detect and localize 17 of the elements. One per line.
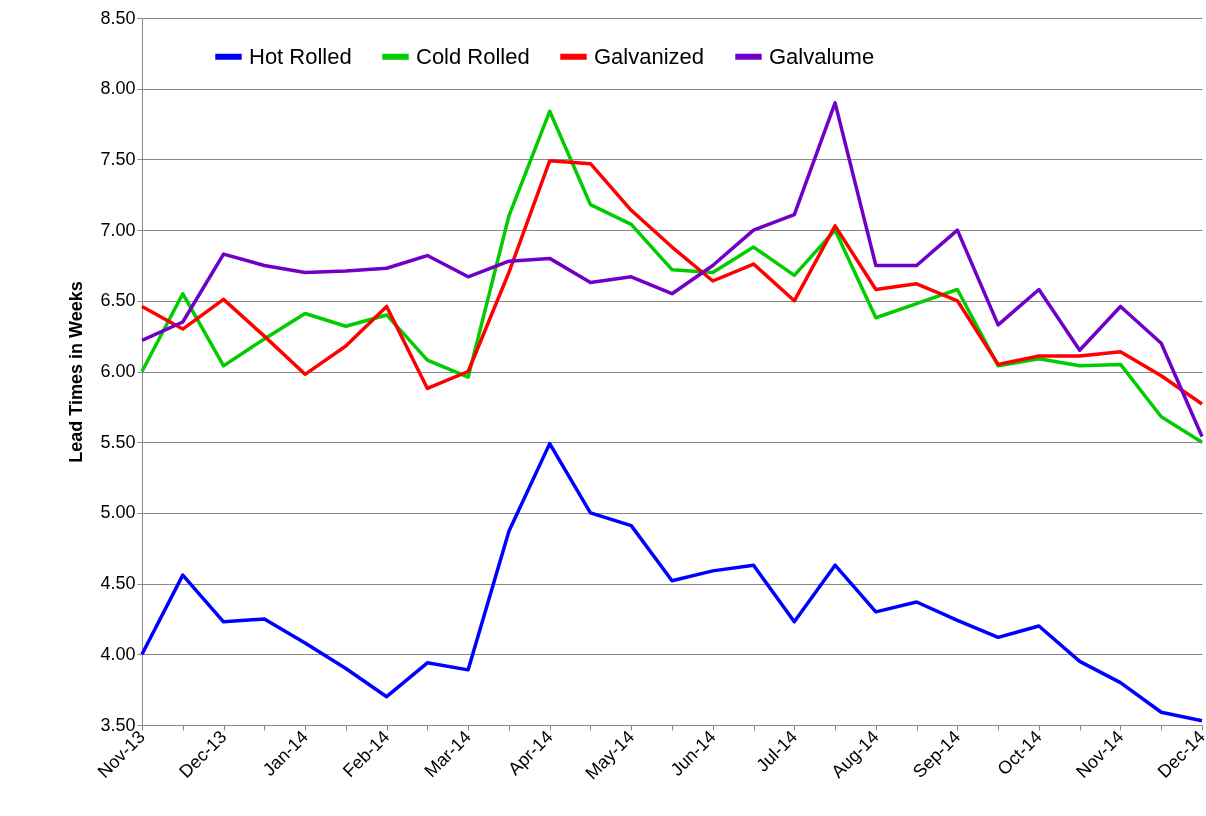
line-series — [140, 159, 1204, 406]
y-tick-label: 4.50 — [100, 573, 136, 594]
y-tick-label: 7.50 — [100, 148, 136, 169]
legend-label: Hot Rolled — [249, 43, 352, 69]
legend-label: Galvalume — [769, 43, 875, 69]
y-tick-label: 4.00 — [100, 643, 136, 664]
y-axis-title: Lead Times in Weeks — [66, 281, 87, 463]
y-tick-label: 8.00 — [100, 78, 136, 99]
y-tick-label: 6.00 — [100, 361, 136, 381]
legend-label: Galvanized — [594, 43, 705, 69]
line-series — [140, 441, 1204, 723]
y-tick-label: 6.50 — [100, 290, 136, 311]
y-tick-label: 5.00 — [100, 502, 136, 523]
legend-label: Cold Rolled — [416, 43, 530, 69]
y-tick-label: 7.00 — [100, 219, 136, 240]
y-tick-label: 8.50 — [100, 7, 136, 28]
y-tick-label: 5.50 — [100, 431, 136, 452]
